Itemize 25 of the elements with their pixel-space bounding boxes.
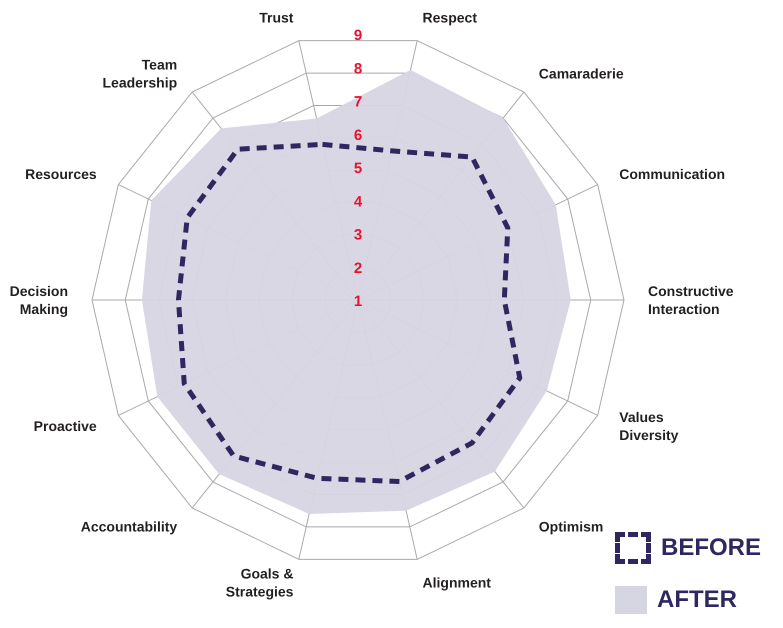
y-tick-label: 2: [354, 260, 362, 277]
y-tick-label: 7: [354, 94, 362, 110]
y-tick-label: 6: [354, 126, 362, 144]
spoke-label: Constructive Interaction: [648, 283, 734, 317]
spoke-label: Proactive: [34, 418, 97, 434]
spoke-label: Resources: [25, 166, 97, 182]
y-tick-label: 1: [354, 293, 362, 310]
legend-label: AFTER: [656, 586, 737, 614]
spoke-label: Respect: [422, 9, 478, 26]
y-tick-label: 8: [354, 60, 362, 78]
spoke-label: Accountability: [80, 518, 178, 535]
spoke-label: Trust: [259, 9, 294, 26]
spoke-label: Values Diversity: [619, 408, 679, 443]
spoke-label: Team Leadership: [102, 56, 178, 90]
legend-label: BEFORE: [660, 534, 761, 562]
spoke-label: Alignment: [422, 574, 492, 591]
spoke-label: Optimism: [538, 518, 604, 535]
y-tick-label: 3: [354, 226, 362, 244]
y-tick-label: 4: [354, 193, 363, 210]
spoke-label: Communication: [619, 166, 726, 182]
spoke-label: Camaraderie: [538, 65, 624, 82]
y-tick-label: 9: [354, 27, 362, 44]
y-tick-label: 5: [354, 160, 362, 177]
spoke-label: Goals & Strategies: [226, 566, 294, 600]
spoke-label: Decision Making: [10, 283, 68, 317]
